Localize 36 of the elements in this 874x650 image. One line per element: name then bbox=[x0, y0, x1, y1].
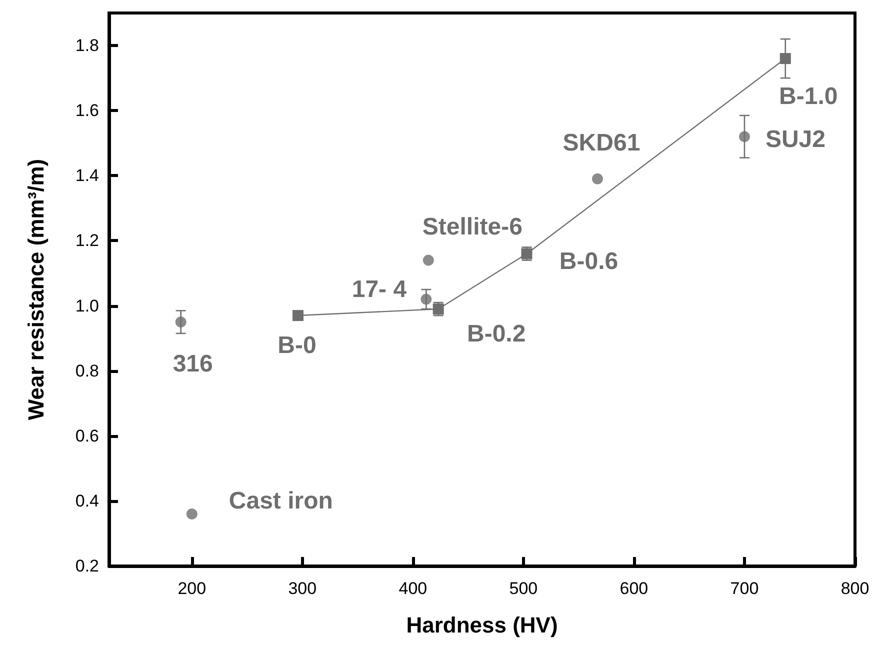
annotation: 316 bbox=[172, 350, 213, 378]
annotation: SKD61 bbox=[562, 129, 640, 156]
point bbox=[186, 508, 198, 520]
y-tick-label: 0.2 bbox=[75, 556, 99, 576]
y-axis-title: Wear resistance (mm³/m) bbox=[24, 158, 48, 420]
annotation: SUJ2 bbox=[765, 126, 826, 154]
point bbox=[780, 53, 791, 64]
x-tick-label: 300 bbox=[288, 579, 317, 598]
x-tick-label: 700 bbox=[730, 579, 759, 598]
point bbox=[292, 310, 304, 322]
x-tick-label: 500 bbox=[509, 579, 538, 598]
x-tick-label: 400 bbox=[398, 579, 428, 598]
y-tick-label: 1.0 bbox=[75, 296, 99, 316]
point bbox=[738, 131, 750, 142]
y-tick-label: 0.6 bbox=[75, 426, 99, 446]
x-tick-label: 600 bbox=[620, 579, 648, 598]
y-tick-label: 1.8 bbox=[75, 36, 99, 56]
point bbox=[420, 294, 432, 305]
y-tick-label: 1.4 bbox=[75, 166, 99, 186]
point bbox=[422, 254, 434, 266]
x-axis-title: Hardness (HV) bbox=[406, 612, 558, 638]
x-tick-label: 800 bbox=[840, 579, 870, 598]
y-tick-label: 0.4 bbox=[75, 491, 99, 510]
annotation: B-0 bbox=[278, 332, 316, 360]
y-tick-label: 0.8 bbox=[75, 361, 99, 380]
x-tick-label: 200 bbox=[178, 579, 206, 598]
y-tick-label: 1.2 bbox=[75, 231, 99, 250]
point bbox=[592, 173, 603, 184]
y-tick-label: 1.6 bbox=[75, 101, 99, 120]
annotation: B-0.6 bbox=[559, 248, 618, 276]
annotation: B-1.0 bbox=[779, 83, 838, 110]
annotation: B-0.2 bbox=[467, 320, 526, 348]
annotation: 17- 4 bbox=[352, 276, 408, 303]
point bbox=[175, 316, 186, 328]
annotation: Cast iron bbox=[228, 487, 333, 514]
annotation: Stellite-6 bbox=[422, 214, 522, 241]
